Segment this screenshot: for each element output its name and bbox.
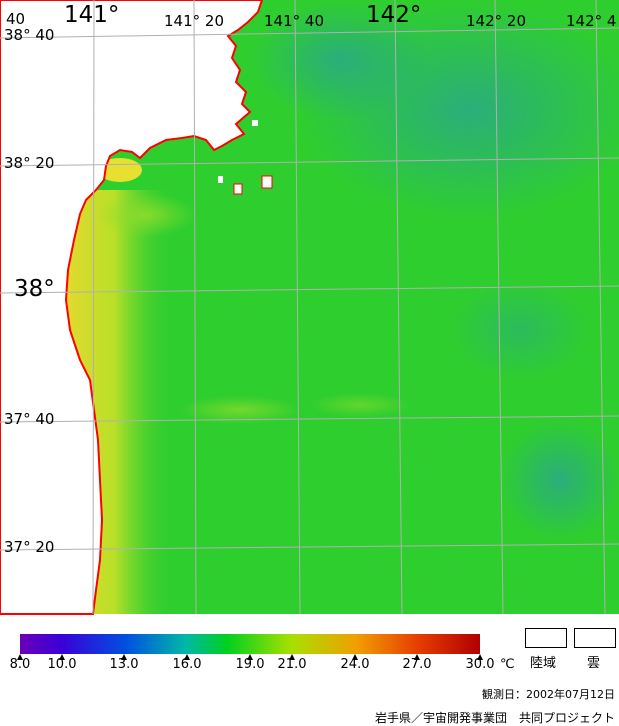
colorbar-tick-label: 24.0	[340, 657, 370, 672]
colorbar	[20, 634, 480, 654]
lat-label-38-40: 38° 40	[4, 26, 55, 44]
observation-date: 観測日：2002年07月12日	[482, 688, 615, 701]
colorbar-tick-label: 16.0	[172, 657, 202, 672]
credit-line: 岩手県／宇宙開発事業団 共同プロジェクト	[374, 711, 615, 725]
warm-patch	[310, 393, 410, 417]
lon-label-142-40: 142° 4	[566, 12, 617, 30]
lon-label-141: 141°	[64, 2, 120, 28]
land-legend-label: 陸域	[530, 656, 557, 671]
cloud-legend-label: 雲	[587, 656, 601, 671]
lon-label-142-20: 142° 20	[466, 12, 526, 30]
lon-label-140-40: 40	[6, 10, 26, 28]
warm-patch	[180, 396, 300, 424]
lon-label-142: 142°	[366, 2, 422, 28]
colorbar-tick-label: 27.0	[402, 657, 432, 672]
cloud-spot	[261, 175, 273, 189]
lat-label-38-20: 38° 20	[4, 154, 55, 172]
cloud-spot	[218, 176, 223, 183]
land-area	[0, 0, 264, 615]
colorbar-tick-label: 19.0	[235, 657, 265, 672]
cloud-legend-swatch	[574, 628, 616, 648]
lat-label-37-20: 37° 20	[4, 538, 55, 556]
colorbar-tick-label: 10.0	[47, 657, 77, 672]
warm-patch	[95, 193, 195, 237]
cool-patch	[500, 420, 619, 540]
colorbar-tick-label: 30.0	[465, 657, 495, 672]
lon-label-141-40: 141° 40	[264, 12, 324, 30]
colorbar-tick-label: 8.0	[9, 657, 31, 672]
lat-label-38: 38°	[14, 276, 55, 302]
colorbar-tick-label: 21.0	[277, 657, 307, 672]
lat-label-37-40: 37° 40	[4, 410, 55, 428]
cloud-spot	[252, 120, 258, 126]
lon-label-141-20: 141° 20	[164, 12, 224, 30]
land-legend-swatch	[525, 628, 567, 648]
colorbar-tick-label: 13.0	[109, 657, 139, 672]
graticule	[0, 0, 619, 615]
cool-patch	[450, 280, 590, 380]
colorbar-unit-label: ℃	[500, 657, 515, 672]
colorbar-tick-marks	[17, 654, 483, 660]
cloud-spot	[233, 183, 243, 195]
